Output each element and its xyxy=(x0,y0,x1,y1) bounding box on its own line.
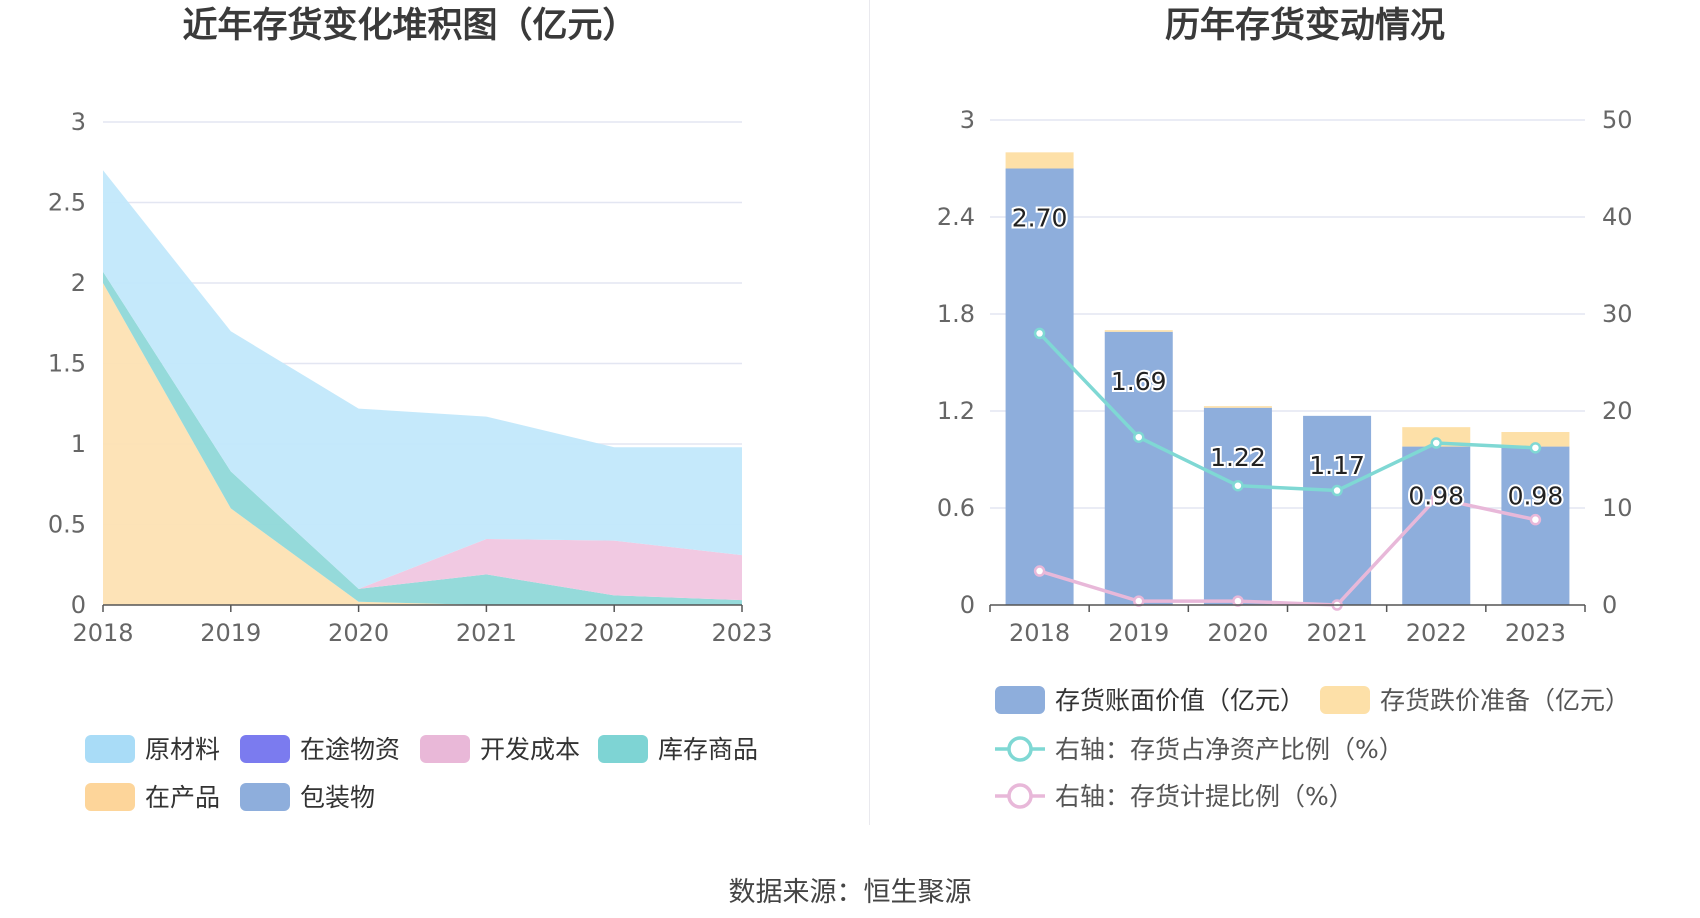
left-y-tick-label: 1 xyxy=(71,430,86,458)
bar-line-combo-chart: 历年存货变动情况 2.70 1.69 1.22 1.17 0.98 0.98 0 0.6 1.… xyxy=(937,6,1633,811)
right-y-right-tick-label: 30 xyxy=(1602,300,1633,328)
bar-value-label: 1.22 xyxy=(1210,443,1266,472)
bar-value-label: 1.69 xyxy=(1111,367,1167,396)
right-bar-series xyxy=(1005,152,1570,605)
left-legend-swatch xyxy=(240,783,290,811)
left-x-tick-label: 2019 xyxy=(200,619,261,647)
left-area-在产品 xyxy=(103,283,742,605)
left-x-tick-label: 2022 xyxy=(584,619,645,647)
left-y-tick-label: 0 xyxy=(71,591,86,619)
right-y-left-tick-label: 3 xyxy=(960,106,975,134)
bar-provision xyxy=(1402,427,1471,447)
right-y-left-tick-label: 1.8 xyxy=(937,300,975,328)
right-x-tick-label: 2019 xyxy=(1108,619,1169,647)
right-x-tick-label: 2021 xyxy=(1307,619,1368,647)
line-point xyxy=(1331,484,1343,497)
bar-value-label: 0.98 xyxy=(1508,482,1564,511)
stacked-area-chart: 近年存货变化堆积图（亿元） 0 0.5 1 1.5 2 2.5 3 2018 2019 2020 2… xyxy=(48,6,773,812)
left-x-tick-label: 2023 xyxy=(711,619,772,647)
line-point xyxy=(1232,479,1244,492)
line-point xyxy=(1133,431,1145,443)
left-y-tick-label: 2.5 xyxy=(48,189,86,217)
left-y-tick-label: 1.5 xyxy=(48,350,86,378)
left-legend-label: 在途物资 xyxy=(300,735,400,764)
left-axes: 0 0.5 1 1.5 2 2.5 3 2018 2019 2020 2021 2022 2023 xyxy=(48,108,773,647)
left-y-tick-label: 2 xyxy=(71,269,86,297)
left-legend-label: 开发成本 xyxy=(480,735,580,764)
left-legend-label: 在产品 xyxy=(145,783,220,812)
right-y-right-tick-label: 0 xyxy=(1602,591,1617,619)
left-legend-swatch xyxy=(598,735,648,763)
right-legend-label: 右轴：存货占净资产比例（%） xyxy=(1055,735,1404,764)
bar-value-label: 0.98 xyxy=(1408,482,1464,511)
right-legend: 存货账面价值（亿元） 存货跌价准备（亿元） 右轴：存货占净资产比例（%） 右轴：存货计… xyxy=(995,686,1630,811)
right-y-right-tick-label: 40 xyxy=(1602,203,1633,231)
right-x-tick-label: 2020 xyxy=(1207,619,1268,647)
right-y-left-tick-label: 1.2 xyxy=(937,397,975,425)
left-legend-label: 包装物 xyxy=(300,783,375,812)
right-gridlines xyxy=(990,119,1585,509)
left-legend-swatch xyxy=(85,735,135,763)
right-y-left-tick-label: 2.4 xyxy=(937,203,975,231)
left-x-tick-label: 2020 xyxy=(328,619,389,647)
right-legend-label: 存货账面价值（亿元） xyxy=(1055,686,1305,715)
right-legend-marker xyxy=(1007,736,1033,762)
right-y-right-tick-label: 20 xyxy=(1602,397,1633,425)
left-x-tick-label: 2018 xyxy=(72,619,133,647)
line-右轴：存货占净资产比例（%） xyxy=(1038,332,1536,493)
bar-provision xyxy=(1005,152,1074,169)
line-point xyxy=(1033,565,1046,577)
bar-book-value xyxy=(1104,331,1173,605)
line-point xyxy=(1529,513,1542,526)
bar-book-value xyxy=(1303,415,1372,605)
left-legend-swatch xyxy=(240,735,290,763)
bar-provision xyxy=(1501,432,1570,447)
right-legend-label: 存货跌价准备（亿元） xyxy=(1380,686,1630,715)
line-右轴：存货计提比例（%） xyxy=(1039,496,1536,607)
left-legend-label: 库存商品 xyxy=(658,735,758,764)
left-chart-title: 近年存货变化堆积图（亿元） xyxy=(182,6,637,46)
bar-book-value xyxy=(1005,168,1074,605)
right-legend-swatch xyxy=(995,686,1045,714)
data-source-note: 数据来源：恒生聚源 xyxy=(728,877,972,908)
right-line-series xyxy=(1033,327,1542,611)
panel-divider xyxy=(869,0,870,825)
right-x-tick-label: 2022 xyxy=(1406,619,1467,647)
right-legend-swatch xyxy=(1320,686,1370,714)
right-y-left-tick-label: 0 xyxy=(960,591,975,619)
bar-book-value xyxy=(1203,407,1272,605)
left-x-tick-label: 2021 xyxy=(456,619,517,647)
right-chart-title: 历年存货变动情况 xyxy=(1165,6,1445,46)
left-y-tick-label: 0.5 xyxy=(48,511,86,539)
right-y-right-tick-label: 10 xyxy=(1602,494,1633,522)
right-bar-labels: 2.70 1.69 1.22 1.17 0.98 0.98 xyxy=(1010,202,1566,513)
right-legend-label: 右轴：存货计提比例（%） xyxy=(1055,782,1354,811)
right-y-right-tick-label: 50 xyxy=(1602,106,1633,134)
left-area-原材料 xyxy=(103,170,742,589)
line-point xyxy=(1430,437,1442,449)
right-y-left-tick-label: 0.6 xyxy=(937,494,975,522)
left-y-tick-label: 3 xyxy=(71,108,86,136)
bar-value-label: 2.70 xyxy=(1012,204,1068,233)
left-area-series xyxy=(103,170,742,605)
line-point xyxy=(1529,442,1542,454)
left-legend-swatch xyxy=(420,735,470,763)
right-x-tick-label: 2023 xyxy=(1505,619,1566,647)
left-area-开发成本 xyxy=(103,271,742,601)
bar-provision xyxy=(1203,406,1272,408)
right-legend-marker xyxy=(1007,783,1033,809)
bar-book-value xyxy=(1501,446,1570,605)
bar-provision xyxy=(1104,330,1173,332)
right-x-tick-label: 2018 xyxy=(1009,619,1070,647)
bar-book-value xyxy=(1402,446,1471,605)
line-point xyxy=(1430,492,1442,505)
left-legend-swatch xyxy=(85,783,135,811)
left-legend-label: 原材料 xyxy=(145,735,220,764)
line-point xyxy=(1033,327,1046,340)
left-area-库存商品 xyxy=(103,271,742,605)
bar-value-label: 1.17 xyxy=(1309,451,1365,480)
